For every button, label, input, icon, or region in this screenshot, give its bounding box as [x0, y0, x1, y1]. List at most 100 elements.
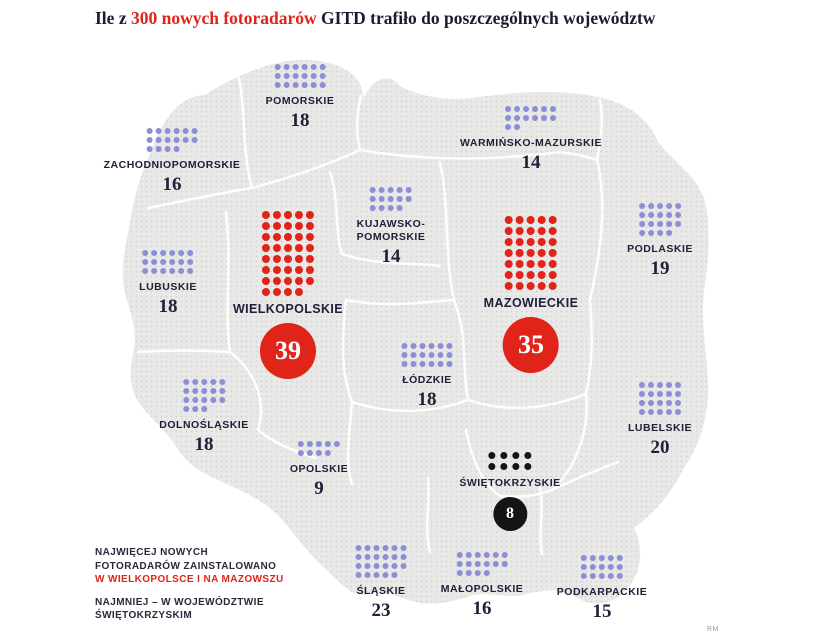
camera-dot: [500, 463, 508, 470]
camera-dot: [599, 564, 605, 570]
camera-dot: [173, 128, 180, 134]
camera-dot: [537, 249, 546, 257]
camera-dot: [550, 106, 557, 112]
camera-dot: [638, 212, 645, 218]
camera-dot: [446, 343, 453, 349]
camera-dot: [532, 106, 539, 112]
region-podlaskie: PODLASKIE 19: [627, 196, 693, 280]
title: Ile z 300 nowych fotoradarów GITD trafił…: [95, 8, 655, 29]
camera-dot: [382, 554, 389, 560]
camera-dot: [505, 115, 512, 121]
camera-dot: [305, 222, 314, 230]
camera-dot: [419, 352, 426, 358]
camera-dot: [294, 222, 303, 230]
camera-dot: [647, 221, 654, 227]
camera-dot: [272, 288, 281, 296]
camera-dot: [514, 124, 521, 130]
camera-dot: [501, 561, 508, 567]
lubuskie-count: 18: [158, 296, 178, 317]
camera-dot: [617, 564, 623, 570]
camera-dot: [505, 124, 512, 130]
camera-dot: [146, 137, 153, 143]
camera-dot: [187, 268, 194, 274]
camera-dot: [674, 391, 681, 397]
swietokrzyskie-label: ŚWIĘTOKRZYSKIE: [459, 477, 561, 489]
podlaskie-count: 19: [650, 258, 670, 279]
region-kujawsko-pomorskie: KUJAWSKO- POMORSKIE 14: [357, 180, 426, 268]
lodzkie-count: 18: [417, 389, 437, 410]
camera-dot: [548, 227, 557, 235]
camera-dot: [261, 266, 270, 274]
camera-dot: [638, 409, 645, 415]
lubelskie-dot-grid: [638, 382, 681, 415]
camera-dot: [209, 397, 216, 403]
camera-dot: [146, 128, 153, 134]
camera-dot: [283, 73, 290, 79]
camera-dot: [638, 400, 645, 406]
slaskie-count: 23: [371, 600, 391, 621]
camera-dot: [305, 277, 314, 285]
camera-dot: [674, 221, 681, 227]
camera-dot: [388, 187, 394, 193]
camera-dot: [370, 205, 376, 211]
camera-dot: [419, 343, 426, 349]
camera-dot: [548, 249, 557, 257]
pomorskie-label: POMORSKIE: [265, 95, 335, 107]
camera-dot: [406, 187, 412, 193]
legend-most: NAJWIĘCEJ NOWYCH FOTORADARÓW ZAINSTALOWA…: [95, 546, 284, 587]
camera-dot: [617, 555, 623, 561]
camera-dot: [656, 391, 663, 397]
camera-dot: [523, 115, 530, 121]
camera-dot: [191, 406, 198, 412]
camera-dot: [315, 450, 322, 456]
kujawsko-pomorskie-label: KUJAWSKO- POMORSKIE: [356, 218, 426, 243]
camera-dot: [590, 555, 596, 561]
camera-dot: [305, 255, 314, 263]
camera-dot: [492, 561, 499, 567]
camera-dot: [373, 554, 380, 560]
camera-dot: [397, 196, 403, 202]
camera-dot: [209, 388, 216, 394]
camera-dot: [294, 233, 303, 241]
camera-dot: [301, 73, 308, 79]
camera-dot: [526, 260, 535, 268]
legend-most-highlight: W WIELKOPOLSCE I NA MAZOWSZU: [95, 574, 284, 585]
camera-dot: [537, 216, 546, 224]
camera-dot: [283, 82, 290, 88]
podkarpackie-count: 15: [592, 601, 612, 622]
lubuskie-dot-grid: [142, 250, 194, 274]
camera-dot: [272, 277, 281, 285]
title-highlight: 300 nowych fotoradarów: [130, 8, 317, 28]
camera-dot: [160, 259, 167, 265]
camera-dot: [182, 137, 189, 143]
camera-dot: [283, 277, 292, 285]
zachodniopomorskie-count: 16: [162, 174, 182, 195]
credit: RM: [707, 626, 719, 633]
camera-dot: [324, 441, 331, 447]
zachodniopomorskie-dot-grid: [146, 128, 198, 152]
camera-dot: [548, 216, 557, 224]
slaskie-label: ŚLĄSKIE: [356, 585, 406, 597]
camera-dot: [310, 82, 317, 88]
lubuskie-label: LUBUSKIE: [139, 281, 197, 293]
camera-dot: [599, 573, 605, 579]
camera-dot: [638, 391, 645, 397]
camera-dot: [608, 564, 614, 570]
pomorskie-dot-grid: [274, 64, 326, 88]
camera-dot: [294, 255, 303, 263]
camera-dot: [305, 233, 314, 241]
camera-dot: [391, 545, 398, 551]
camera-dot: [261, 211, 270, 219]
camera-dot: [656, 230, 663, 236]
camera-dot: [272, 244, 281, 252]
swietokrzyskie-dot-grid: [488, 452, 532, 470]
camera-dot: [283, 222, 292, 230]
camera-dot: [294, 277, 303, 285]
legend-least: NAJMNIEJ – W WOJEWÓDZTWIE ŚWIĘTOKRZYSKIM: [95, 596, 284, 623]
camera-dot: [474, 570, 481, 576]
camera-dot: [151, 259, 158, 265]
camera-dot: [638, 221, 645, 227]
camera-dot: [173, 146, 180, 152]
camera-dot: [364, 572, 371, 578]
